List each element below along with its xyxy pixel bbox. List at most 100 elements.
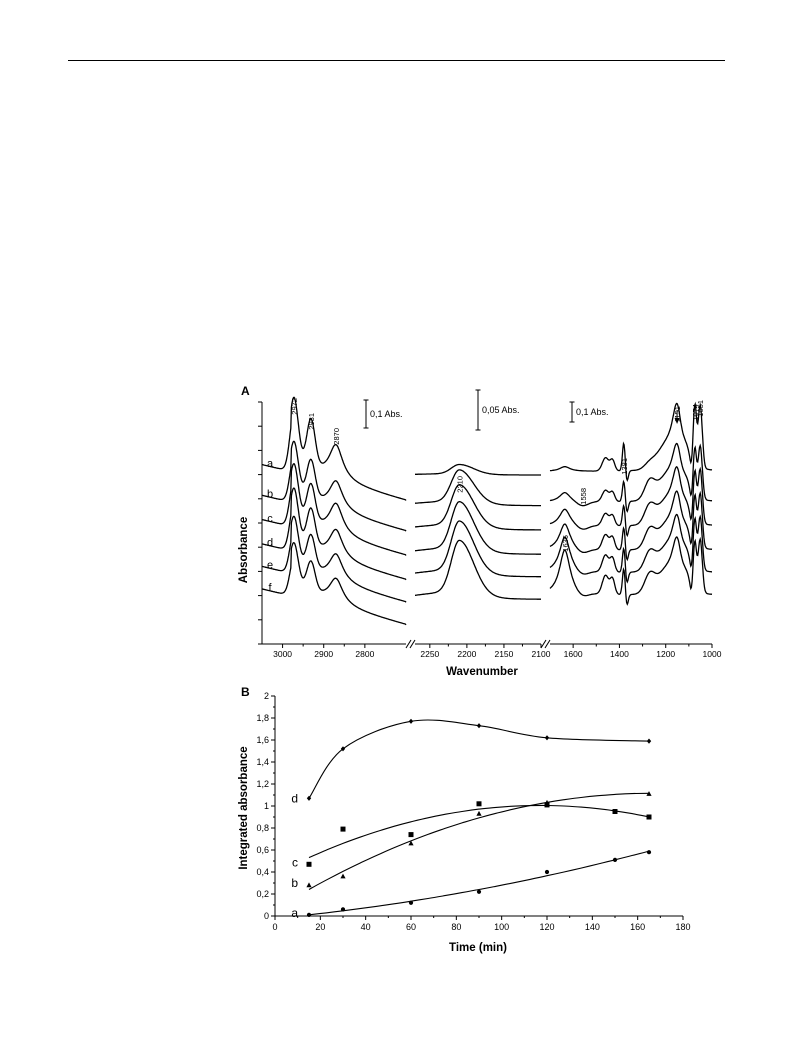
spectrum-trace-c xyxy=(261,462,407,556)
panel-b-y-tick-label: 0,8 xyxy=(256,823,269,833)
panel-a-ylabel: Absorbance xyxy=(238,517,250,583)
panel-b-y-tick-label: 1 xyxy=(264,801,269,811)
figure-b-kinetics: B Integrated absorbance Time (min) 0 0,2 0… xyxy=(238,685,691,954)
data-point-a xyxy=(306,912,312,917)
panel-b-y-tick-label: 2 xyxy=(264,691,269,701)
figure-a-spectra: A Absorbance Wavenumber 3000 2900 2800 2250… xyxy=(238,384,722,678)
panel-b-axes: 00,20,40,60,811,21,41,61,820 20 40 60 80 100 1… xyxy=(256,691,690,932)
panel-b-x-tick-label: 160 xyxy=(630,922,645,932)
scale-bar-label: 0,1 Abs. xyxy=(576,407,609,417)
curve-label-b: b xyxy=(291,876,298,890)
peak-label: 2972 xyxy=(290,398,299,415)
data-point-d xyxy=(646,738,652,744)
panel-a-axes: 3000 2900 2800 2250 2200 2150 2100 1600 1400 1200… xyxy=(258,401,722,659)
data-point-c xyxy=(340,826,346,832)
data-point-a xyxy=(544,869,550,875)
peak-label: 1051 xyxy=(696,400,705,417)
panel-b-x-tick-label: 40 xyxy=(361,922,371,932)
panel-b-y-tick-label: 0,6 xyxy=(256,845,269,855)
data-point-c xyxy=(476,801,482,807)
spectrum-trace-d xyxy=(549,490,713,562)
scale-bar-label: 0,05 Abs. xyxy=(482,405,520,415)
trace-label-b: b xyxy=(267,489,273,501)
trace-label-e: e xyxy=(267,560,273,572)
panel-a-letter: A xyxy=(241,384,250,398)
panel-b-x-tick-label: 120 xyxy=(539,922,554,932)
scale-bar-label: 0,1 Abs. xyxy=(370,409,403,419)
panel-b-x-tick-label: 0 xyxy=(272,922,277,932)
data-point-c xyxy=(612,809,618,814)
fit-curve-b xyxy=(308,792,650,890)
panel-a-x-tick-label: 2100 xyxy=(532,649,551,659)
data-point-b xyxy=(476,810,482,816)
curve-label-d: d xyxy=(291,791,298,805)
spectrum-trace-c xyxy=(415,484,541,531)
spectrum-trace-b xyxy=(415,469,541,507)
panel-a-x-tick-label: 1000 xyxy=(703,649,722,659)
panel-b-y-tick-label: 1,6 xyxy=(256,735,269,745)
panel-a-x-tick-label: 2150 xyxy=(494,649,513,659)
panel-a-axis-break xyxy=(544,639,551,649)
data-point-a xyxy=(612,857,618,862)
fit-curve-d xyxy=(308,719,650,799)
data-point-d xyxy=(476,723,482,729)
spectrum-trace-f xyxy=(415,539,541,600)
data-point-a xyxy=(340,907,346,912)
spectrum-trace-d xyxy=(261,487,407,581)
panel-b-x-tick-label: 80 xyxy=(451,922,461,932)
data-point-a xyxy=(476,889,482,894)
data-point-c xyxy=(306,861,312,867)
panel-b-y-tick-label: 0,2 xyxy=(256,889,269,899)
header-rule xyxy=(68,60,725,61)
peak-label: 1381 xyxy=(620,458,629,475)
data-point-d xyxy=(544,735,550,741)
panel-a-x-tick-label: 2250 xyxy=(420,649,439,659)
panel-b-curves xyxy=(308,719,650,916)
spectrum-trace-f xyxy=(261,541,407,626)
curve-label-c: c xyxy=(292,855,298,869)
panel-a-x-tick-label: 3000 xyxy=(273,649,292,659)
spectrum-trace-a xyxy=(261,396,407,501)
data-point-d xyxy=(408,718,414,724)
panel-a-axis-break xyxy=(405,639,412,649)
panel-b-x-tick-label: 100 xyxy=(494,922,509,932)
panel-a-x-tick-label: 2900 xyxy=(314,649,333,659)
peak-label: 1558 xyxy=(579,488,588,505)
data-point-a xyxy=(646,850,652,855)
data-point-b xyxy=(408,840,414,846)
peak-label: 2870 xyxy=(332,428,341,445)
panel-b-x-tick-label: 180 xyxy=(675,922,690,932)
data-point-b xyxy=(646,791,652,796)
panel-a-x-tick-label: 1400 xyxy=(610,649,629,659)
spectrum-trace-e xyxy=(549,513,712,584)
data-point-b xyxy=(306,882,312,888)
panel-b-y-tick-label: 1,2 xyxy=(256,779,269,789)
peak-label: 1636 xyxy=(561,535,570,552)
trace-label-d: d xyxy=(267,537,273,549)
panel-a-x-tick-label: 2800 xyxy=(355,649,374,659)
panel-a-annotations: 0,1 Abs. 0,05 Abs. 0,1 Abs. 2972 2931 2870 221… xyxy=(290,389,705,552)
panel-b-letter: B xyxy=(241,685,250,699)
panel-b-points: a bc d xyxy=(291,718,652,920)
panel-a-x-tick-label: 1200 xyxy=(656,649,675,659)
spectrum-trace-a xyxy=(549,401,713,482)
panel-a-axis-break xyxy=(540,639,547,649)
peak-label: 1074 xyxy=(691,404,700,421)
peak-arrow-head xyxy=(674,418,680,424)
spectrum-trace-a xyxy=(415,463,541,476)
panel-b-xlabel: Time (min) xyxy=(449,942,507,954)
panel-a-xlabel: Wavenumber xyxy=(446,666,518,678)
data-point-a xyxy=(408,900,414,905)
panel-b-y-tick-label: 1,4 xyxy=(256,757,269,767)
panel-b-ylabel: Integrated absorbance xyxy=(238,746,250,869)
fit-curve-c xyxy=(308,804,650,859)
spectrum-trace-e xyxy=(415,520,541,578)
spectrum-trace-e xyxy=(261,515,407,603)
peak-label: 2931 xyxy=(307,413,316,430)
trace-label-f: f xyxy=(268,582,272,594)
spectrum-trace-f xyxy=(549,536,713,606)
data-point-c xyxy=(544,802,550,808)
panel-b-x-tick-label: 140 xyxy=(585,922,600,932)
curve-label-a: a xyxy=(291,906,298,920)
